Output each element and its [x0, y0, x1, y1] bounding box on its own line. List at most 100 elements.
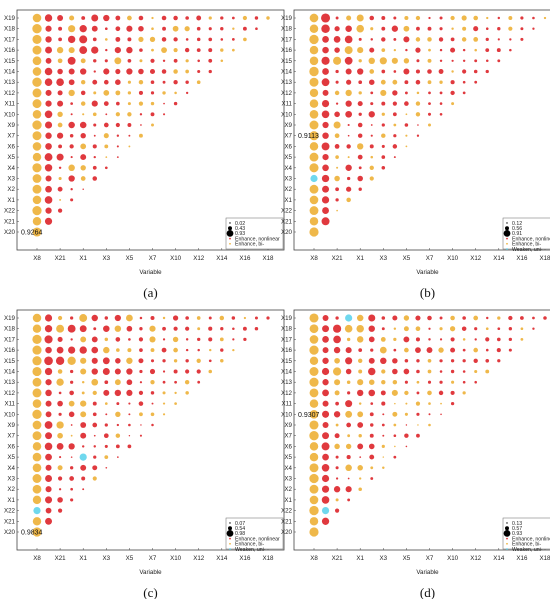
bubble-point [45, 517, 53, 525]
bubble-point [57, 497, 63, 503]
bubble-point [149, 36, 156, 43]
bubble-point [140, 124, 142, 126]
bubble-point [508, 16, 513, 20]
y-tick-label: X9 [284, 422, 292, 429]
bubble-point [369, 47, 375, 53]
y-tick-label: X21 [281, 218, 293, 225]
x-tick-label: X12 [193, 555, 205, 562]
bubble-point [104, 166, 108, 170]
bubble-point [345, 400, 353, 408]
bubble-point [208, 326, 213, 331]
bubble-point [32, 67, 42, 76]
bubble-point [369, 433, 374, 438]
bubble-point [382, 466, 385, 470]
bubble-point [381, 48, 386, 52]
bubble-point [381, 327, 385, 331]
bubble-point [322, 410, 330, 418]
bubble-point [309, 109, 319, 119]
legend-size-label: 0.57 [512, 526, 522, 532]
bubble-point [220, 59, 224, 63]
bubble-point [56, 324, 65, 333]
bubble-point [450, 15, 455, 21]
bubble-point [368, 111, 375, 118]
bubble-point [335, 198, 339, 202]
bubble-point [344, 56, 353, 65]
bubble-point [438, 37, 444, 42]
x-tick-label: X5 [403, 555, 411, 562]
bubble-point [404, 15, 409, 21]
bubble-point [149, 68, 156, 75]
bubble-point [485, 69, 489, 74]
y-tick-label: X16 [281, 347, 293, 354]
bubble-point [322, 68, 329, 75]
bubble-point [140, 424, 142, 426]
bubble-point [416, 359, 420, 363]
bubble-point [508, 315, 513, 321]
bubble-point [382, 434, 385, 437]
bubble-point [44, 14, 53, 22]
y-tick-label: X19 [281, 315, 293, 322]
y-tick-label: X15 [4, 358, 16, 365]
bubble-point [322, 325, 330, 333]
bubble-point [45, 453, 52, 461]
bubble-point [381, 155, 386, 159]
x-tick-label: X16 [516, 555, 528, 562]
x-tick-label: X7 [426, 555, 434, 562]
bubble-point [68, 400, 75, 407]
bubble-point [59, 456, 62, 459]
bubble-point [345, 347, 352, 354]
bubble-point [68, 164, 75, 172]
bubble-point [104, 144, 109, 149]
bubble-point [358, 37, 362, 41]
bubble-point [57, 369, 63, 374]
bubble-point [57, 476, 63, 481]
bubble-point [346, 380, 351, 384]
bubble-point [451, 102, 455, 106]
bubble-point [347, 176, 351, 181]
bubble-point [368, 57, 375, 64]
bubble-point [128, 402, 131, 405]
bubble-point [345, 486, 352, 493]
bubble-point [185, 348, 189, 352]
bubble-point [335, 187, 339, 192]
bubble-point [92, 144, 97, 149]
bubble-point [32, 120, 42, 130]
legend-box [502, 217, 550, 250]
bubble-point [415, 79, 421, 85]
bubble-point [173, 48, 178, 53]
bubble-point [358, 187, 362, 191]
bubble-point [380, 357, 387, 365]
bubble-point [403, 315, 410, 321]
bubble-point [44, 153, 53, 162]
bubble-point [58, 508, 63, 513]
plot-frame [16, 309, 285, 551]
bubble-point [357, 465, 363, 471]
bubble-point [335, 508, 340, 513]
bubble-point [139, 369, 143, 374]
bubble-point [232, 348, 235, 352]
bubble-point [45, 25, 52, 32]
bubble-point [45, 143, 52, 150]
bubble-point [197, 69, 201, 74]
bubble-point [405, 48, 408, 52]
bubble-point [173, 58, 178, 63]
bubble-point [92, 165, 97, 170]
y-tick-label: X7 [7, 133, 15, 140]
legend-size-label: 0.43 [235, 226, 245, 232]
bubble-point [162, 402, 166, 405]
bubble-point [93, 123, 97, 127]
bubble-point [393, 134, 397, 138]
bubble-point [416, 26, 420, 31]
bubble-point [150, 112, 155, 117]
x-tick-label: X18 [539, 255, 550, 262]
bubble-point [393, 123, 397, 127]
bubble-point [496, 337, 501, 342]
bubble-point [415, 37, 421, 42]
bubble-point [32, 313, 42, 323]
bubble-point [417, 124, 419, 126]
bubble-point [58, 144, 63, 149]
bubble-point [391, 25, 399, 32]
bubble-point [127, 123, 132, 127]
bubble-point [115, 36, 121, 42]
x-tick-label: X3 [380, 255, 388, 262]
